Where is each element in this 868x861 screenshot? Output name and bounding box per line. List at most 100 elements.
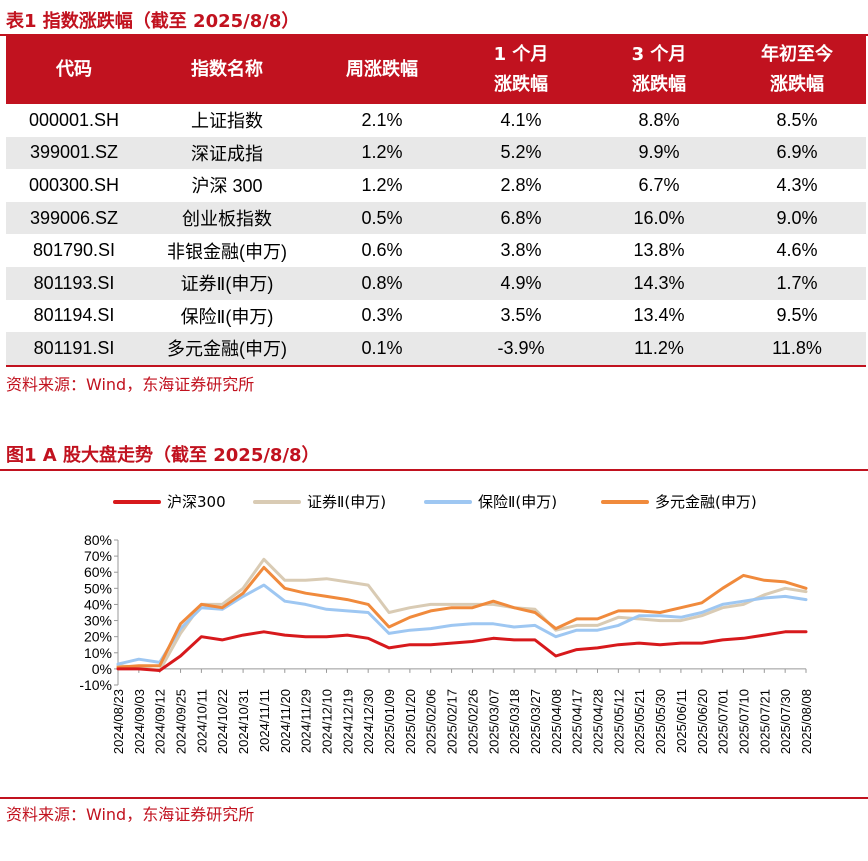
y-tick-label: 80% [84, 532, 112, 548]
x-tick-label: 2024/12/30 [361, 689, 376, 754]
cell-col-code: 000001.SH [28, 109, 120, 130]
cell-col-code: 399001.SZ [6, 136, 142, 170]
figure-source-note: 资料来源：Wind，东海证券研究所 [6, 805, 255, 824]
x-tick-label: 2025/07/01 [716, 689, 731, 754]
legend-label: 沪深300 [167, 493, 226, 511]
x-tick-label: 2024/10/22 [215, 689, 230, 754]
cell-col-week: 0.1% [312, 332, 452, 367]
table-row: 399006.SZ 创业板指数 0.5% 6.8% 16.0% 9.0% [6, 201, 866, 235]
cell-col-1m: 5.2% [452, 136, 590, 170]
series-line [116, 630, 808, 672]
legend-item: 证券Ⅱ(申万) [253, 491, 386, 512]
cell-col-week: 1.2% [361, 174, 403, 195]
cell-col-ytd: 1.7% [728, 266, 866, 300]
x-tick-label: 2025/05/21 [632, 689, 647, 754]
cell-col-1m: 4.1% [500, 109, 542, 130]
x-tick-label: 2025/04/08 [549, 689, 564, 754]
x-tick-label: 2025/03/18 [507, 689, 522, 754]
index-change-table: 代码 指数名称 周涨跌幅 1 个月 涨跌幅 3 个月 涨跌幅 年初至今 涨跌幅 000001.S… [6, 36, 866, 367]
legend-label: 保险Ⅱ(申万) [478, 493, 558, 511]
cell-col-code: 801193.SI [6, 266, 142, 300]
cell-col-1m: 3.8% [500, 240, 542, 261]
x-tick-label: 2025/06/20 [695, 689, 710, 754]
cell-col-code: 801790.SI [32, 240, 116, 261]
cell-col-week: 0.6% [361, 240, 403, 261]
table-title: 表1 指数涨跌幅（截至 2025/8/8） [6, 11, 300, 32]
cell-col-week: 0.5% [312, 201, 452, 235]
legend-swatch [113, 499, 161, 504]
cell-col-name: 创业板指数 [142, 201, 312, 235]
x-tick-label: 2024/10/11 [194, 689, 209, 753]
cell-col-1m: -3.9% [452, 332, 590, 367]
cell-col-1m: 6.8% [452, 201, 590, 235]
y-tick-label: 40% [84, 596, 112, 612]
cell-col-ytd: 11.8% [728, 332, 866, 367]
chart-legend: 沪深300 证券Ⅱ(申万) 保险Ⅱ(申万) 多元金融(申万) [0, 491, 868, 513]
cell-col-code: 801194.SI [33, 305, 115, 326]
table-header-row: 代码 指数名称 周涨跌幅 1 个月 涨跌幅 3 个月 涨跌幅 年初至今 涨跌幅 [6, 36, 866, 104]
x-tick-label: 2025/07/21 [757, 689, 772, 754]
header-col-ytd: 年初至今 涨跌幅 [728, 36, 866, 104]
series-line [116, 583, 808, 666]
x-tick-label: 2025/07/30 [778, 689, 793, 754]
cell-col-3m: 13.8% [633, 240, 685, 261]
table-row: 399001.SZ 深证成指 1.2% 5.2% 9.9% 6.9% [6, 136, 866, 170]
cell-col-3m: 8.8% [638, 109, 680, 130]
header-col-code: 代码 [6, 36, 142, 104]
y-tick-label: 30% [84, 613, 112, 629]
cell-col-week: 1.2% [312, 136, 452, 170]
legend-label: 证券Ⅱ(申万) [307, 493, 387, 511]
cell-col-code: 399006.SZ [6, 201, 142, 235]
y-tick-label: -10% [79, 677, 112, 693]
x-tick-label: 2024/09/03 [132, 689, 147, 754]
x-tick-label: 2025/07/10 [736, 689, 751, 754]
x-tick-label: 2024/08/23 [111, 689, 126, 754]
x-tick-label: 2025/04/28 [591, 689, 606, 754]
cell-col-3m: 14.3% [590, 266, 728, 300]
cell-col-ytd: 4.6% [776, 240, 818, 261]
cell-col-ytd: 9.0% [728, 201, 866, 235]
table-row: 000001.SH 上证指数 2.1% 4.1% 8.8% 8.5% [6, 104, 866, 137]
cell-col-ytd: 4.3% [776, 174, 818, 195]
cell-col-ytd: 9.5% [776, 305, 818, 326]
x-tick-label: 2024/10/31 [236, 689, 251, 754]
cell-col-1m: 4.9% [452, 266, 590, 300]
series-line [116, 565, 808, 669]
legend-swatch [253, 499, 301, 504]
legend-swatch [601, 499, 649, 504]
cell-col-week: 0.3% [361, 305, 403, 326]
y-tick-label: 20% [84, 629, 112, 645]
y-tick-label: 50% [84, 580, 112, 596]
y-tick-label: 70% [84, 548, 112, 564]
table-row: 000300.SH 沪深 300 1.2% 2.8% 6.7% 4.3% [6, 169, 866, 202]
x-tick-label: 2025/06/11 [674, 689, 689, 753]
cell-col-name: 保险Ⅱ(申万) [180, 306, 274, 327]
x-tick-label: 2024/11/20 [278, 689, 293, 753]
x-tick-label: 2025/02/17 [445, 689, 460, 754]
cell-col-3m: 16.0% [590, 201, 728, 235]
series-line [116, 557, 808, 672]
legend-swatch [424, 499, 472, 504]
header-col-name: 指数名称 [142, 36, 312, 104]
cell-col-code: 000300.SH [28, 174, 120, 195]
x-tick-label: 2024/12/10 [319, 689, 334, 754]
x-tick-label: 2024/11/11 [257, 689, 272, 752]
legend-item: 沪深300 [113, 491, 226, 512]
y-tick-label: 60% [84, 564, 112, 580]
x-tick-label: 2025/01/20 [403, 689, 418, 754]
y-tick-label: 10% [84, 645, 112, 661]
legend-item: 保险Ⅱ(申万) [424, 491, 557, 512]
table-row: 801193.SI 证券Ⅱ(申万) 0.8% 4.9% 14.3% 1.7% [6, 266, 866, 300]
x-tick-label: 2024/09/12 [153, 689, 168, 754]
x-tick-label: 2024/09/25 [174, 689, 189, 754]
table-row: 801191.SI 多元金融(申万) 0.1% -3.9% 11.2% 11.8% [6, 332, 866, 367]
cell-col-3m: 6.7% [638, 174, 680, 195]
cell-col-week: 0.8% [312, 266, 452, 300]
cell-col-name: 多元金融(申万) [142, 332, 312, 367]
cell-col-name: 沪深 300 [191, 176, 263, 197]
cell-col-ytd: 8.5% [776, 109, 818, 130]
cell-col-name: 非银金融(申万) [167, 241, 287, 262]
cell-col-3m: 9.9% [590, 136, 728, 170]
cell-col-name: 上证指数 [191, 111, 263, 132]
x-tick-label: 2024/12/19 [340, 689, 355, 754]
